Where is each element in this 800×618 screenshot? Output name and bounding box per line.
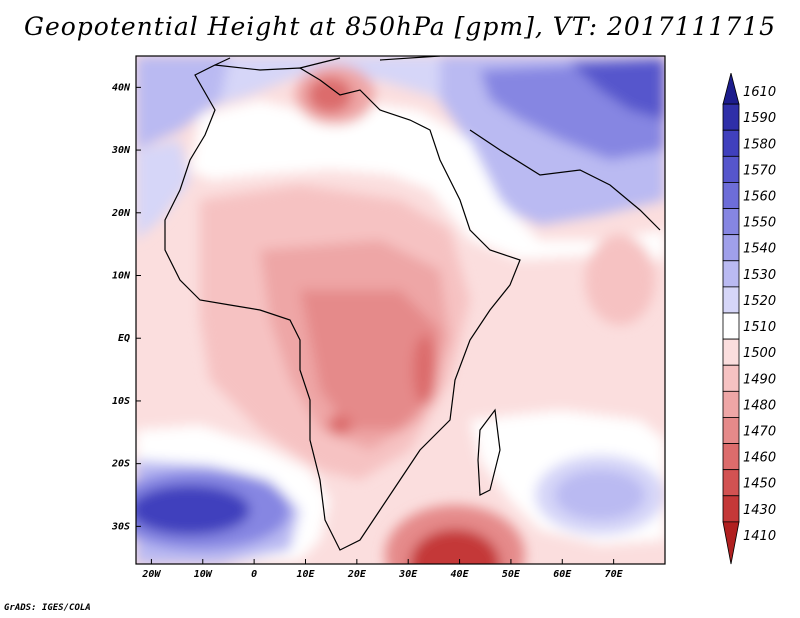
colorbar-swatch	[722, 312, 740, 340]
colorbar-label: 1410	[743, 529, 776, 544]
lon-tick-label: 50E	[502, 569, 521, 580]
colorbar-swatch	[722, 338, 740, 366]
latitude-ticks: 40N 30N 20N 10N EQ 10S 20S 30S	[111, 82, 141, 532]
lon-tick-label: 30E	[398, 569, 418, 580]
map-title: Geopotential Height at 850hPa [gpm], VT:…	[23, 12, 777, 41]
colorbar-label: 1520	[743, 294, 776, 309]
lon-tick-label: 60E	[553, 569, 572, 580]
colorbar-label: 1450	[743, 477, 776, 492]
colorbar-label: 1510	[743, 320, 776, 335]
colorbar-label: 1530	[743, 268, 776, 283]
height-field	[136, 56, 665, 564]
lat-tick-label: 10N	[112, 271, 131, 282]
coastlines	[164, 56, 661, 551]
colorbar-swatch	[722, 208, 740, 236]
lon-tick-label: 0	[251, 569, 257, 580]
lat-tick-label: 30S	[111, 521, 130, 532]
colorbar-label: 1560	[743, 190, 776, 205]
colorbar-label: 1500	[743, 346, 776, 361]
colorbar-label: 1540	[743, 242, 776, 257]
lon-tick-label: 70E	[605, 569, 624, 580]
colorbar-swatch	[722, 286, 740, 314]
lat-tick-label: 10S	[112, 396, 130, 407]
colorbar-label: 1580	[743, 137, 776, 152]
lon-tick-label: 20W	[141, 569, 161, 580]
colorbar-label: 1570	[743, 163, 776, 178]
colorbar-swatch	[722, 260, 740, 288]
lat-tick-label: 20N	[111, 208, 131, 219]
colorbar-label: 1480	[743, 398, 776, 413]
colorbar-swatch	[722, 390, 740, 418]
colorbar-label: 1490	[743, 372, 776, 387]
colorbar-swatch	[722, 182, 740, 209]
colorbar-label: 1430	[743, 503, 776, 518]
colorbar-swatch	[722, 495, 740, 523]
map-frame	[135, 55, 666, 565]
lat-tick-label: EQ	[118, 333, 130, 344]
lon-tick-label: 10W	[194, 569, 213, 580]
colorbar-swatch	[722, 443, 740, 471]
colorbar-swatch	[722, 234, 740, 262]
colorbar-swatch	[722, 417, 740, 444]
colorbar-swatch	[722, 364, 740, 392]
lon-tick-label: 10E	[296, 569, 315, 580]
colorbar: 1610 1590 1580 1570 1560 1550 1540 1530 1520 1510…	[722, 72, 776, 565]
colorbar-label: 1550	[743, 216, 776, 231]
colorbar-label: 1590	[743, 111, 776, 126]
grads-credit: GrADS: IGES/COLA	[4, 603, 91, 613]
lon-tick-label: 40E	[451, 569, 470, 580]
colorbar-swatch	[722, 521, 740, 565]
colorbar-label: 1460	[743, 451, 776, 466]
lat-tick-label: 20S	[111, 459, 130, 470]
lat-tick-label: 40N	[112, 82, 131, 93]
colorbar-swatch	[722, 72, 740, 105]
colorbar-label: 1470	[743, 425, 776, 440]
colorbar-label: 1610	[743, 85, 776, 100]
colorbar-swatch	[722, 103, 740, 131]
colorbar-swatch	[722, 469, 740, 497]
longitude-ticks: 20W 10W 0 10E 20E 30E 40E 50E 60E 70E	[141, 559, 624, 580]
colorbar-swatch	[722, 155, 740, 183]
lon-tick-label: 20E	[347, 569, 367, 580]
colorbar-swatch	[722, 129, 740, 157]
lat-tick-label: 30N	[111, 145, 131, 156]
